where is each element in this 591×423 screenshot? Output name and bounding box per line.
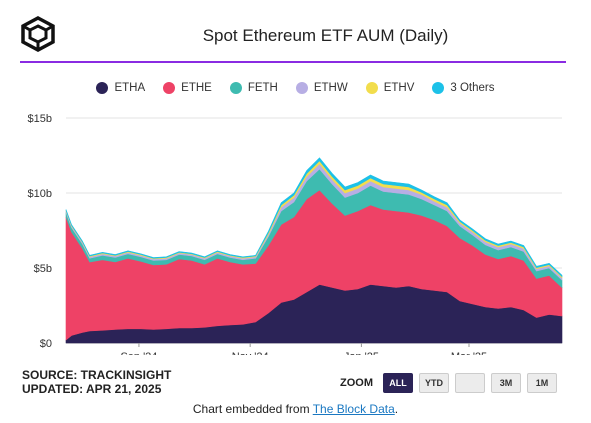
title-divider	[20, 61, 566, 63]
chart-plot: $0 $5b $10b $15b Sep '24 Nov '24 Jan '25 Mar '2…	[28, 113, 563, 355]
legend-item-ethv[interactable]: ETHV	[365, 82, 415, 94]
legend-item-etha[interactable]: ETHA	[96, 82, 145, 94]
legend-swatch	[96, 82, 109, 94]
legend-swatch	[295, 82, 308, 94]
legend-label: ETHW	[313, 82, 348, 94]
legend-swatch	[163, 82, 176, 94]
x-tick-label: Mar '25	[451, 351, 487, 355]
zoom-controls: ZOOM ALL YTD 3M 1M	[340, 373, 557, 393]
legend-label: FETH	[247, 82, 278, 94]
legend-swatch	[229, 82, 242, 94]
legend-label: ETHV	[383, 82, 415, 94]
x-tick-label: Nov '24	[232, 351, 269, 355]
y-tick-label: $5b	[34, 263, 52, 275]
zoom-all-button[interactable]: ALL	[383, 373, 413, 393]
the-block-data-link[interactable]: The Block Data	[312, 402, 395, 416]
legend-swatch	[432, 82, 445, 94]
embed-suffix: .	[394, 402, 399, 416]
legend-item-ethw[interactable]: ETHW	[295, 82, 348, 94]
chart-title: Spot Ethereum ETF AUM (Daily)	[202, 26, 449, 45]
legend-label: ETHE	[181, 82, 212, 94]
legend-item-ethe[interactable]: ETHE	[163, 82, 212, 94]
y-tick-label: $0	[40, 338, 52, 350]
legend-swatch	[365, 82, 378, 94]
y-tick-label: $10b	[28, 188, 52, 200]
updated-label: UPDATED: APR 21, 2025	[22, 382, 162, 396]
embed-prefix: Chart embedded from	[192, 402, 313, 416]
x-tick-label: Jan '25	[344, 351, 379, 355]
zoom-ytd-button[interactable]: YTD	[419, 373, 449, 393]
y-tick-label: $15b	[28, 113, 52, 125]
zoom-3m-button[interactable]: 3M	[491, 373, 521, 393]
chart-legend: ETHA ETHE FETH ETHW ETHV 3 Others	[0, 82, 591, 94]
legend-item-3-others[interactable]: 3 Others	[432, 82, 495, 94]
legend-item-feth[interactable]: FETH	[229, 82, 278, 94]
zoom-blank-button[interactable]	[455, 373, 485, 393]
source-label: SOURCE: TRACKINSIGHT	[22, 368, 172, 382]
the-block-logo	[21, 16, 55, 52]
legend-label: 3 Others	[450, 82, 495, 94]
embed-credit: Chart embedded from The Block Data.	[0, 402, 591, 416]
source-info: SOURCE: TRACKINSIGHT UPDATED: APR 21, 20…	[22, 368, 171, 396]
zoom-1m-button[interactable]: 1M	[527, 373, 557, 393]
area-series-3-others	[65, 157, 563, 278]
zoom-label: ZOOM	[340, 377, 373, 389]
x-tick-label: Sep '24	[120, 351, 157, 355]
legend-label: ETHA	[114, 82, 146, 94]
